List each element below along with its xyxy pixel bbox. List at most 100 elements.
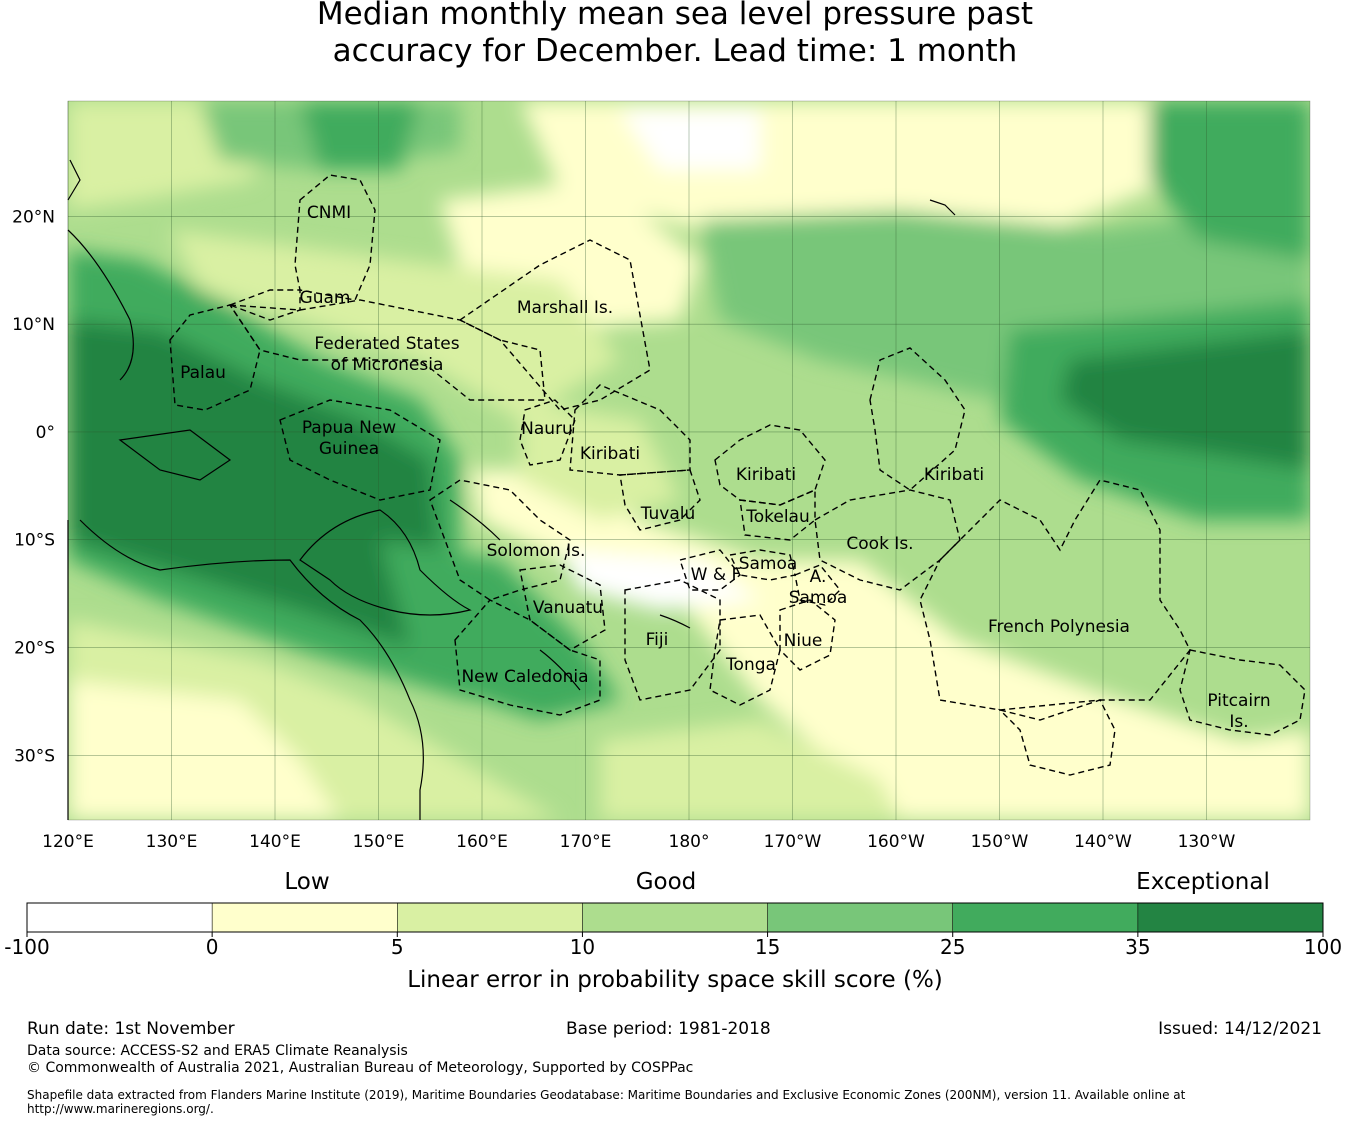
colorbar-tick-label: 100 xyxy=(1304,935,1342,959)
lon-tick-label: 140°E xyxy=(249,832,301,852)
region-label: Vanuatu xyxy=(533,598,603,618)
lon-tick-label: 160°W xyxy=(867,832,925,852)
region-label: A. Samoa xyxy=(789,567,848,608)
region-label-line: French Polynesia xyxy=(988,617,1130,637)
region-label-line: Kiribati xyxy=(580,444,640,464)
lon-tick-label: 150°E xyxy=(353,832,405,852)
data-source: Data source: ACCESS-S2 and ERA5 Climate … xyxy=(27,1043,408,1059)
colorbar-tick-labels: -100 0 5 10 15 25 35 100 xyxy=(4,932,1342,959)
colorbar-tick-label: 0 xyxy=(206,935,219,959)
lon-tick-label: 120°E xyxy=(42,832,94,852)
lon-tick-label: 130°E xyxy=(146,832,198,852)
coastlines xyxy=(67,159,956,820)
region-label-line: Palau xyxy=(180,363,226,383)
eez-marshall xyxy=(458,239,651,411)
colorbar-category-labels: Low Good Exceptional xyxy=(284,869,1269,895)
colorbar-segment xyxy=(767,903,953,932)
lat-tick-label: 10°N xyxy=(12,315,55,335)
lon-tick-label: 170°W xyxy=(764,832,822,852)
field-high-west xyxy=(68,320,480,650)
field-negative-north xyxy=(620,110,760,170)
colorbar-tick-label: -100 xyxy=(4,935,49,959)
lon-tick-label: 140°W xyxy=(1074,832,1132,852)
field-high-east xyxy=(1060,330,1310,470)
colorbar-segment xyxy=(582,903,768,932)
field-low-australia xyxy=(68,680,340,820)
eez-fiji xyxy=(624,579,721,701)
eez-french-polynesia xyxy=(919,479,1191,711)
region-label-line: Tokelau xyxy=(745,507,810,527)
field-good-coral-sea xyxy=(380,540,620,720)
region-label-line: Kiribati xyxy=(924,465,984,485)
fiji-coast xyxy=(659,614,691,629)
region-label: Papua New Guinea xyxy=(302,418,396,459)
philippines-coast xyxy=(67,159,81,201)
region-label-line: Federated States xyxy=(314,334,459,354)
region-label: New Caledonia xyxy=(461,667,588,687)
region-label-line: of Micronesia xyxy=(331,355,444,375)
shapefile-credit: Shapefile data extracted from Flanders M… xyxy=(27,1088,1327,1116)
copyright: © Commonwealth of Australia 2021, Austra… xyxy=(27,1060,694,1076)
colorbar-segment xyxy=(1137,903,1323,932)
map-frame xyxy=(67,100,1311,821)
issued-date: Issued: 14/12/2021 xyxy=(1158,1019,1322,1039)
eez-tokelau xyxy=(739,488,816,541)
region-label-line: Pitcairn xyxy=(1207,691,1270,711)
lat-tick-label: 20°S xyxy=(14,639,55,659)
colorbar-axis-label: Linear error in probability space skill … xyxy=(407,967,943,993)
colorbar-tick-label: 15 xyxy=(755,935,780,959)
colorbar-tick-label: 10 xyxy=(570,935,595,959)
field-low-south xyxy=(470,470,1310,820)
colorbar-category-label: Exceptional xyxy=(1136,869,1270,895)
australia-coast xyxy=(67,519,424,820)
region-label-line: Papua New xyxy=(302,418,396,438)
base-period: Base period: 1981-2018 xyxy=(566,1019,771,1039)
region-label: Cook Is. xyxy=(846,534,913,554)
lat-tick-label: 0° xyxy=(36,423,55,443)
chart-title: Median monthly mean sea level pressure p… xyxy=(0,0,1350,70)
lat-tick-label: 30°S xyxy=(14,746,55,766)
eez-kiribati-phoenix xyxy=(714,424,826,506)
lon-tick-label: 180° xyxy=(669,832,710,852)
new-guinea-coast xyxy=(299,509,472,616)
region-label: Niue xyxy=(784,631,823,651)
region-label-line: Is. xyxy=(1229,712,1248,732)
longitude-tick-labels: 120°E 130°E 140°E 150°E 160°E 170°E 180° 170°W 1… xyxy=(42,832,1235,852)
eez-guam xyxy=(228,289,301,321)
colorbar-tick-label: 5 xyxy=(391,935,404,959)
eez-kiribati-gilbert xyxy=(569,384,691,476)
colorbar-category-label: Low xyxy=(284,869,329,895)
colorbar-segment xyxy=(952,903,1138,932)
region-label-line: CNMI xyxy=(307,203,351,223)
region-label-line: Niue xyxy=(784,631,823,651)
region-label-line: Guinea xyxy=(319,439,379,459)
region-labels: CNMI Guam Marshall Is. Federated States of M… xyxy=(180,203,1271,732)
field-negative-south xyxy=(560,550,760,610)
region-label: Kiribati xyxy=(580,444,640,464)
region-label: Kiribati xyxy=(736,465,796,485)
region-label: Kiribati xyxy=(924,465,984,485)
lon-tick-label: 160°E xyxy=(456,832,508,852)
region-label: Tonga xyxy=(725,655,776,675)
region-label-line: Tuvalu xyxy=(640,504,696,524)
eez-pitcairn xyxy=(1179,649,1306,736)
colorbar-segment xyxy=(27,903,213,932)
eez-boundaries xyxy=(169,174,1306,776)
region-label: Federated States of Micronesia xyxy=(314,334,459,375)
philippines-east-coast xyxy=(67,229,134,381)
region-label-line: Nauru xyxy=(521,419,573,439)
region-label: Tuvalu xyxy=(640,504,696,524)
region-label-line: Kiribati xyxy=(736,465,796,485)
latitude-tick-labels: 20°N 10°N 0° 10°S 20°S 30°S xyxy=(12,207,55,766)
colorbar-category-label: Good xyxy=(636,869,697,895)
region-label: Marshall Is. xyxy=(517,298,613,318)
region-label: W & F xyxy=(691,565,742,585)
eez-nauru xyxy=(519,399,576,466)
title-line-1: Median monthly mean sea level pressure p… xyxy=(316,0,1034,32)
maritime-continent-coast xyxy=(118,429,232,481)
lon-tick-label: 130°W xyxy=(1178,832,1236,852)
field-light-band xyxy=(170,230,620,420)
eez-tonga xyxy=(709,614,781,706)
colorbar-tick-label: 35 xyxy=(1125,935,1150,959)
colorbar-segment xyxy=(212,903,398,932)
